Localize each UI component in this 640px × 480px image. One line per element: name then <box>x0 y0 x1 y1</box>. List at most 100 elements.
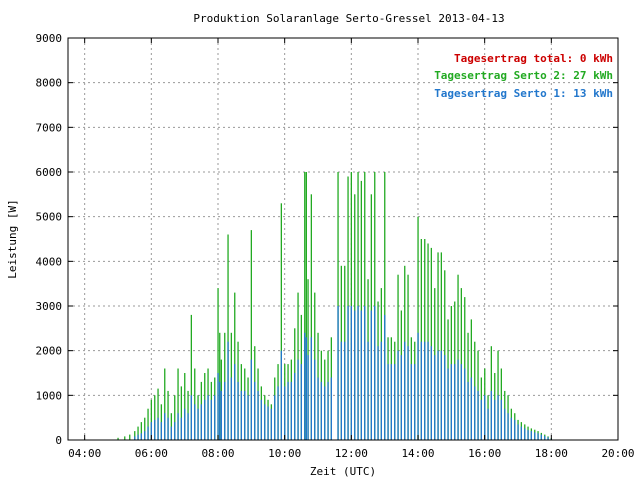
y-tick-label: 3000 <box>36 300 63 313</box>
bar-serto-2 <box>384 172 386 440</box>
bar-serto-1 <box>234 364 236 440</box>
y-tick-label: 2000 <box>36 345 63 358</box>
bar-serto-2 <box>167 390 169 440</box>
y-tick-label: 9000 <box>36 32 63 45</box>
bar-serto-1 <box>187 413 189 440</box>
bar-serto-1 <box>507 413 509 440</box>
bar-serto-1 <box>430 346 432 440</box>
bar-serto-1 <box>354 310 356 440</box>
bar-serto-1 <box>490 390 492 440</box>
bar-serto-2 <box>137 426 139 440</box>
bar-serto-2 <box>304 172 306 440</box>
x-axis-label: Zeit (UTC) <box>310 465 376 478</box>
bar-serto-1 <box>210 399 212 440</box>
bar-serto-1 <box>470 377 472 440</box>
bar-serto-1 <box>347 306 349 440</box>
bar-serto-1 <box>200 404 202 440</box>
bar-serto-1 <box>350 306 352 440</box>
bar-serto-1 <box>377 346 379 440</box>
bar-serto-1 <box>457 359 459 440</box>
bar-serto-1 <box>290 381 292 440</box>
bar-serto-1 <box>250 359 252 440</box>
bar-serto-1 <box>364 306 366 440</box>
series-serto-1-bars <box>134 306 552 440</box>
y-tick-label: 5000 <box>36 211 63 224</box>
bar-serto-2 <box>424 239 426 440</box>
x-tick-label: 20:00 <box>601 447 634 460</box>
bar-serto-1 <box>424 341 426 440</box>
bar-serto-1 <box>317 377 319 440</box>
x-tick-labels: 04:00 06:00 08:00 10:00 12:00 14:00 16:00 18:00… <box>68 447 634 460</box>
y-tick-labels: 0 1000 2000 3000 4000 5000 6000 7000 8000 9000 <box>36 32 63 447</box>
bar-serto-1 <box>370 310 372 440</box>
bar-serto-1 <box>530 431 532 440</box>
bar-serto-1 <box>384 314 386 440</box>
bar-serto-1 <box>307 355 309 440</box>
bar-serto-1 <box>504 408 506 440</box>
bar-serto-1 <box>497 395 499 440</box>
bar-serto-1 <box>444 355 446 440</box>
bar-serto-1 <box>154 419 156 440</box>
x-tick-label: 18:00 <box>535 447 568 460</box>
bar-serto-1 <box>230 377 232 440</box>
bar-serto-2 <box>460 288 462 440</box>
bar-serto-1 <box>310 337 312 440</box>
bar-serto-1 <box>467 381 469 440</box>
x-tick-label: 12:00 <box>335 447 368 460</box>
bar-serto-1 <box>320 381 322 440</box>
bar-serto-1 <box>517 424 519 440</box>
legend-serto-2: Tagesertrag Serto 2: 27 kWh <box>434 69 613 82</box>
y-tick-label: 1000 <box>36 389 63 402</box>
bar-serto-1 <box>174 422 176 440</box>
bar-serto-1 <box>520 426 522 440</box>
bar-serto-1 <box>460 364 462 440</box>
bar-serto-1 <box>217 373 219 440</box>
bar-serto-1 <box>160 422 162 440</box>
bar-serto-1 <box>304 332 306 440</box>
bar-serto-1 <box>194 404 196 440</box>
bar-serto-1 <box>260 399 262 440</box>
bar-serto-1 <box>204 399 206 440</box>
bar-serto-1 <box>330 377 332 440</box>
bar-serto-1 <box>254 381 256 440</box>
bar-serto-2 <box>437 252 439 440</box>
bar-serto-1 <box>477 390 479 440</box>
bar-serto-2 <box>157 388 159 440</box>
bar-serto-1 <box>394 364 396 440</box>
bar-serto-2 <box>164 368 166 440</box>
chart-title: Produktion Solaranlage Serto-Gressel 201… <box>193 12 504 25</box>
bar-serto-2 <box>194 368 196 440</box>
bar-serto-2 <box>177 368 179 440</box>
bar-serto-1 <box>437 350 439 440</box>
bar-serto-1 <box>134 436 136 440</box>
bar-serto-1 <box>167 417 169 440</box>
bar-serto-1 <box>184 408 186 440</box>
bar-serto-1 <box>480 399 482 440</box>
x-tick-label: 06:00 <box>135 447 168 460</box>
bar-serto-1 <box>280 350 282 440</box>
bar-serto-2 <box>280 203 282 440</box>
bar-serto-1 <box>140 433 142 440</box>
bar-serto-1 <box>237 381 239 440</box>
bar-serto-1 <box>524 428 526 440</box>
legend-total: Tagesertrag total: 0 kWh <box>454 52 613 65</box>
bar-serto-2 <box>310 194 312 440</box>
bar-serto-1 <box>527 430 529 440</box>
bar-serto-1 <box>450 364 452 440</box>
bar-serto-2 <box>184 373 186 440</box>
bar-serto-2 <box>360 180 362 440</box>
bar-serto-2 <box>154 395 156 440</box>
bar-serto-1 <box>305 337 307 440</box>
bar-serto-2 <box>147 408 149 440</box>
bar-serto-1 <box>404 341 406 440</box>
bar-serto-1 <box>494 399 496 440</box>
bar-serto-1 <box>147 426 149 440</box>
legend-serto-1: Tagesertrag Serto 1: 13 kWh <box>434 87 613 100</box>
y-tick-label: 8000 <box>36 77 63 90</box>
bar-serto-1 <box>214 395 216 440</box>
bar-serto-2 <box>150 399 152 440</box>
bar-serto-2 <box>134 431 136 440</box>
bar-serto-1 <box>407 346 409 440</box>
bar-serto-1 <box>400 355 402 440</box>
